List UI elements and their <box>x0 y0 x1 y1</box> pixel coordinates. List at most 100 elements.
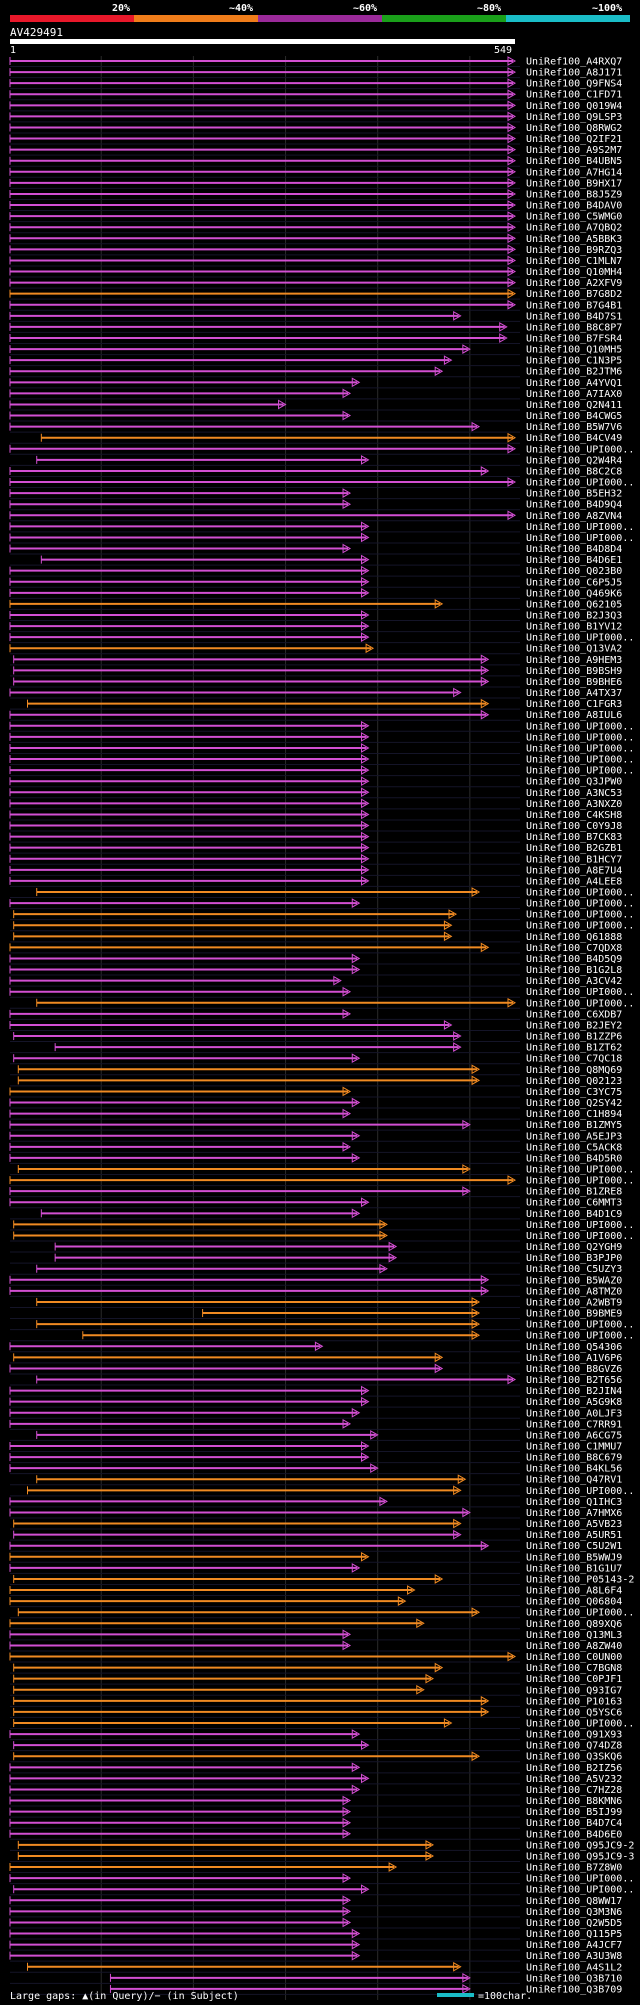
hit-label[interactable]: UniRef100_B4D9Q4 <box>526 500 622 511</box>
hit-label[interactable]: UniRef100_C1MMU7 <box>526 1442 622 1453</box>
hit-label[interactable]: UniRef100_UPI000.. <box>526 1331 634 1342</box>
hit-row[interactable]: UniRef100_UPI000.. <box>10 997 634 1009</box>
hit-row[interactable]: UniRef100_UPI000.. <box>9 632 634 644</box>
hit-row[interactable]: UniRef100_UPI000.. <box>9 532 634 544</box>
hit-label[interactable]: UniRef100_B2JIN4 <box>526 1386 622 1397</box>
hit-row[interactable]: UniRef100_C7RR91 <box>9 1418 622 1430</box>
hit-row[interactable]: UniRef100_UPI000.. <box>10 1884 634 1896</box>
hit-row[interactable]: UniRef100_A4JCF7 <box>9 1939 622 1951</box>
hit-row[interactable]: UniRef100_B2IZ56 <box>9 1762 622 1774</box>
hit-row[interactable]: UniRef100_Q3JPW0 <box>9 776 622 788</box>
hit-row[interactable]: UniRef100_B7CK83 <box>9 831 622 843</box>
hit-label[interactable]: UniRef100_C0UN00 <box>526 1652 622 1663</box>
hit-label[interactable]: UniRef100_UPI000.. <box>526 478 634 489</box>
hit-label[interactable]: UniRef100_C1MLN7 <box>526 256 622 267</box>
hit-label[interactable]: UniRef100_B8C8P7 <box>526 322 622 333</box>
hit-label[interactable]: UniRef100_C0PJF1 <box>526 1674 622 1685</box>
hit-row[interactable]: UniRef100_C6MMT3 <box>9 1197 622 1209</box>
hit-label[interactable]: UniRef100_Q9FNS4 <box>526 79 622 90</box>
hit-row[interactable]: UniRef100_UPI000.. <box>10 1330 634 1342</box>
hit-label[interactable]: UniRef100_B7CK83 <box>526 832 622 843</box>
hit-label[interactable]: UniRef100_Q3M3N6 <box>526 1907 622 1918</box>
hit-label[interactable]: UniRef100_A3U3W8 <box>526 1951 622 1962</box>
hit-label[interactable]: UniRef100_UPI000.. <box>526 533 634 544</box>
hit-label[interactable]: UniRef100_B1YV12 <box>526 622 622 633</box>
hit-row[interactable]: UniRef100_B1ZZP6 <box>10 1031 622 1043</box>
hit-label[interactable]: UniRef100_B7Z8W0 <box>526 1863 622 1874</box>
hit-label[interactable]: UniRef100_B5WWJ9 <box>526 1552 622 1563</box>
hit-label[interactable]: UniRef100_B4KL56 <box>526 1464 622 1475</box>
hit-label[interactable]: UniRef100_Q13ML3 <box>526 1630 622 1641</box>
hit-label[interactable]: UniRef100_UPI000.. <box>526 987 634 998</box>
hit-label[interactable]: UniRef100_B9HX17 <box>526 178 622 189</box>
hit-row[interactable]: UniRef100_B1G1U7 <box>9 1563 622 1574</box>
hit-label[interactable]: UniRef100_A3NXZ0 <box>526 799 622 810</box>
hit-row[interactable]: UniRef100_A6CG75 <box>10 1430 622 1441</box>
hit-row[interactable]: UniRef100_A8E7U4 <box>9 864 622 876</box>
hit-row[interactable]: UniRef100_C7HZ28 <box>9 1784 622 1796</box>
hit-label[interactable]: UniRef100_Q47RV1 <box>526 1475 622 1486</box>
hit-label[interactable]: UniRef100_B4UBN5 <box>526 156 622 167</box>
hit-label[interactable]: UniRef100_Q469K6 <box>526 588 622 599</box>
hit-row[interactable]: UniRef100_Q10MH5 <box>9 344 622 356</box>
hit-row[interactable]: UniRef100_B5W7V6 <box>9 421 622 433</box>
hit-row[interactable]: UniRef100_B9BME9 <box>10 1308 622 1320</box>
hit-label[interactable]: UniRef100_P05143-2 <box>526 1574 634 1585</box>
hit-row[interactable]: UniRef100_B8KMN6 <box>9 1795 622 1807</box>
hit-label[interactable]: UniRef100_A5V232 <box>526 1774 622 1785</box>
hit-label[interactable]: UniRef100_Q019W4 <box>526 101 622 112</box>
hit-label[interactable]: UniRef100_B9BHE6 <box>526 677 622 688</box>
hit-label[interactable]: UniRef100_Q8WW17 <box>526 1896 622 1907</box>
hit-row[interactable]: UniRef100_Q8RWG2 <box>9 122 622 134</box>
hit-row[interactable]: UniRef100_B4D1C9 <box>10 1208 622 1220</box>
hit-row[interactable]: UniRef100_A8J171 <box>9 67 622 79</box>
hit-row[interactable]: UniRef100_C5WMG0 <box>9 211 622 223</box>
hit-label[interactable]: UniRef100_UPI000.. <box>526 899 634 910</box>
hit-label[interactable]: UniRef100_B9RZQ3 <box>526 245 622 256</box>
hit-row[interactable]: UniRef100_A1V6P6 <box>10 1352 622 1364</box>
hit-row[interactable]: UniRef100_B3PJP0 <box>10 1252 622 1264</box>
hit-label[interactable]: UniRef100_Q3B710 <box>526 1973 622 1984</box>
hit-row[interactable]: UniRef100_Q3B709 <box>10 1984 622 1995</box>
hit-row[interactable]: UniRef100_A8TMZ0 <box>9 1286 622 1297</box>
hit-row[interactable]: UniRef100_UPI000.. <box>9 477 634 489</box>
hit-row[interactable]: UniRef100_C5UZY3 <box>10 1263 622 1275</box>
hit-label[interactable]: UniRef100_A2XFV9 <box>526 278 622 289</box>
hit-label[interactable]: UniRef100_B8J5Z9 <box>526 189 622 200</box>
hit-label[interactable]: UniRef100_A7HG14 <box>526 167 622 178</box>
hit-label[interactable]: UniRef100_A7QBQ2 <box>526 223 622 234</box>
hit-row[interactable]: UniRef100_A3NC53 <box>9 787 622 799</box>
hit-row[interactable]: UniRef100_UPI000.. <box>10 1607 634 1619</box>
hit-row[interactable]: UniRef100_Q3M3N6 <box>9 1906 622 1918</box>
hit-label[interactable]: UniRef100_B4D7C4 <box>526 1818 622 1829</box>
hit-label[interactable]: UniRef100_A8E7U4 <box>526 865 622 876</box>
hit-row[interactable]: UniRef100_Q54306 <box>9 1341 622 1353</box>
hit-label[interactable]: UniRef100_UPI000.. <box>526 1231 634 1242</box>
hit-row[interactable]: UniRef100_A4YVQ1 <box>9 377 622 389</box>
hit-row[interactable]: UniRef100_B4CV49 <box>10 432 622 444</box>
hit-label[interactable]: UniRef100_B5W7V6 <box>526 422 622 433</box>
hit-row[interactable]: UniRef100_UPI000.. <box>10 1230 634 1242</box>
hit-row[interactable]: UniRef100_A7HMX6 <box>9 1507 622 1519</box>
hit-label[interactable]: UniRef100_Q9LSP3 <box>526 112 622 123</box>
hit-row[interactable]: UniRef100_B1ZRE8 <box>9 1186 622 1198</box>
hit-row[interactable]: UniRef100_Q95JC9-3 <box>10 1851 634 1862</box>
hit-label[interactable]: UniRef100_Q115P5 <box>526 1929 622 1940</box>
hit-label[interactable]: UniRef100_C4KSH8 <box>526 810 622 821</box>
hit-row[interactable]: UniRef100_Q115P5 <box>9 1928 622 1940</box>
hit-label[interactable]: UniRef100_Q02123 <box>526 1076 622 1087</box>
hit-row[interactable]: UniRef100_Q13VA2 <box>9 643 622 655</box>
hit-label[interactable]: UniRef100_B4CV49 <box>526 433 622 444</box>
hit-label[interactable]: UniRef100_B2JEY2 <box>526 1020 622 1031</box>
hit-label[interactable]: UniRef100_A5G9K8 <box>526 1397 622 1408</box>
hit-label[interactable]: UniRef100_B4D7S1 <box>526 311 622 322</box>
hit-row[interactable]: UniRef100_C1MLN7 <box>9 255 622 267</box>
hit-row[interactable]: UniRef100_Q06804 <box>9 1596 622 1608</box>
hit-row[interactable]: UniRef100_A2WBT9 <box>10 1297 622 1308</box>
hit-row[interactable]: UniRef100_A7HG14 <box>9 166 622 178</box>
hit-row[interactable]: UniRef100_UPI000.. <box>10 920 634 932</box>
hit-label[interactable]: UniRef100_B2GZB1 <box>526 843 622 854</box>
hit-row[interactable]: UniRef100_UPI000.. <box>9 521 634 533</box>
hit-label[interactable]: UniRef100_UPI000.. <box>526 444 634 455</box>
hit-label[interactable]: UniRef100_A3CV42 <box>526 976 622 987</box>
